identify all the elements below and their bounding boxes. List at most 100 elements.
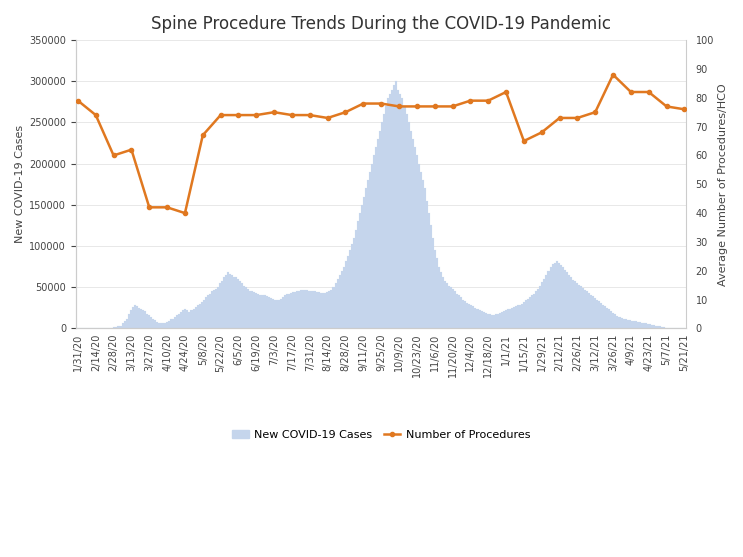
Bar	[519, 305, 521, 329]
Bar	[643, 323, 645, 329]
Bar	[377, 139, 379, 329]
Bar	[438, 267, 440, 329]
Bar	[640, 323, 643, 329]
Bar	[631, 321, 633, 329]
Bar	[490, 315, 493, 329]
Bar	[357, 221, 359, 329]
Bar	[588, 293, 590, 329]
Bar	[395, 81, 398, 329]
Bar	[192, 309, 195, 329]
Bar	[175, 317, 176, 329]
Bar	[176, 315, 178, 329]
Bar	[515, 306, 517, 329]
Bar	[400, 94, 401, 329]
Bar	[302, 290, 304, 329]
Bar	[212, 290, 215, 329]
Bar	[348, 250, 351, 329]
Bar	[481, 311, 483, 329]
Bar	[558, 262, 559, 329]
Bar	[586, 291, 588, 329]
Bar	[629, 320, 631, 329]
Bar	[651, 325, 653, 329]
Bar	[308, 291, 310, 329]
Bar	[542, 282, 543, 329]
Y-axis label: Average Number of Procedures/HCO: Average Number of Procedures/HCO	[718, 83, 728, 286]
Bar	[551, 264, 554, 329]
Bar	[614, 315, 617, 329]
Bar	[559, 265, 562, 329]
Bar	[146, 314, 148, 329]
Bar	[600, 303, 603, 329]
Bar	[609, 310, 610, 329]
Bar	[412, 139, 414, 329]
Bar	[197, 305, 198, 329]
Bar	[653, 325, 655, 329]
Bar	[361, 205, 363, 329]
Bar	[326, 292, 328, 329]
Bar	[355, 229, 357, 329]
Bar	[612, 313, 614, 329]
Bar	[606, 308, 609, 329]
Bar	[345, 261, 347, 329]
Bar	[189, 312, 190, 329]
Bar	[584, 290, 586, 329]
Bar	[280, 299, 282, 329]
Bar	[162, 324, 164, 329]
Bar	[592, 296, 594, 329]
Bar	[286, 294, 288, 329]
Bar	[383, 114, 385, 329]
Legend: New COVID-19 Cases, Number of Procedures: New COVID-19 Cases, Number of Procedures	[227, 425, 535, 444]
Bar	[444, 281, 446, 329]
Bar	[550, 267, 551, 329]
Bar	[484, 313, 487, 329]
Bar	[217, 287, 219, 329]
Bar	[406, 114, 407, 329]
Bar	[225, 275, 227, 329]
Bar	[122, 324, 123, 329]
Bar	[535, 291, 537, 329]
Bar	[300, 290, 302, 329]
Bar	[635, 321, 637, 329]
Bar	[426, 201, 428, 329]
Bar	[403, 106, 406, 329]
Bar	[273, 300, 276, 329]
Bar	[565, 272, 568, 329]
Bar	[363, 197, 365, 329]
Bar	[483, 312, 484, 329]
Bar	[556, 261, 558, 329]
Bar	[379, 131, 381, 329]
Bar	[381, 123, 383, 329]
Bar	[296, 291, 298, 329]
Bar	[543, 279, 545, 329]
Bar	[233, 276, 235, 329]
Bar	[603, 305, 604, 329]
Bar	[625, 319, 626, 329]
Bar	[407, 123, 409, 329]
Title: Spine Procedure Trends During the COVID-19 Pandemic: Spine Procedure Trends During the COVID-…	[151, 15, 611, 33]
Bar	[219, 283, 221, 329]
Bar	[422, 180, 424, 329]
Bar	[331, 290, 332, 329]
Bar	[294, 292, 296, 329]
Bar	[253, 292, 256, 329]
Bar	[123, 321, 126, 329]
Bar	[369, 172, 371, 329]
Bar	[257, 294, 259, 329]
Bar	[282, 297, 284, 329]
Bar	[150, 317, 152, 329]
Bar	[572, 280, 574, 329]
Bar	[511, 308, 513, 329]
Y-axis label: New COVID-19 Cases: New COVID-19 Cases	[15, 125, 25, 243]
Bar	[186, 310, 189, 329]
Bar	[256, 293, 257, 329]
Bar	[270, 298, 272, 329]
Bar	[317, 292, 318, 329]
Bar	[243, 286, 245, 329]
Bar	[168, 321, 170, 329]
Bar	[114, 328, 115, 329]
Bar	[325, 293, 326, 329]
Bar	[448, 286, 450, 329]
Bar	[262, 295, 264, 329]
Bar	[347, 256, 348, 329]
Bar	[623, 319, 625, 329]
